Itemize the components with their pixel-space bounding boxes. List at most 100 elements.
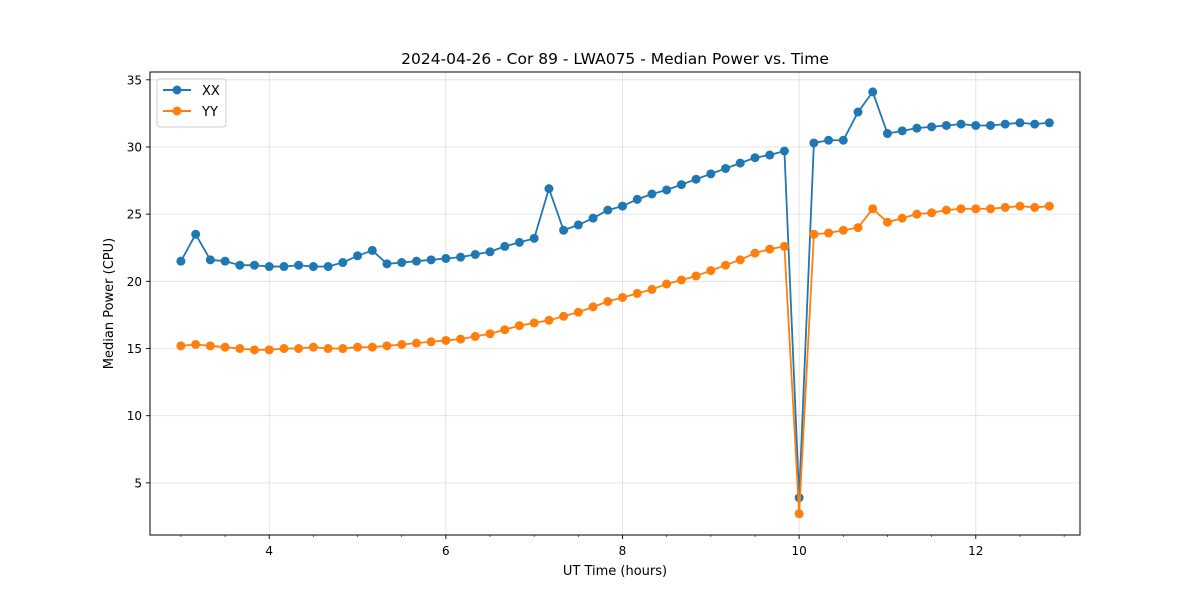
data-point-xx [1000, 119, 1010, 129]
data-point-xx [809, 138, 819, 148]
data-point-yy [927, 208, 937, 218]
data-point-xx [618, 201, 628, 211]
y-tick-label: 20 [127, 275, 142, 289]
data-point-yy [750, 248, 760, 258]
data-point-xx [573, 220, 583, 230]
data-point-yy [573, 307, 583, 317]
data-point-xx [308, 262, 318, 272]
data-point-xx [220, 256, 230, 266]
data-point-yy [721, 260, 731, 270]
y-axis-label: Median Power (CPU) [102, 238, 117, 369]
data-point-yy [868, 204, 878, 214]
data-point-yy [632, 288, 642, 298]
data-point-xx [353, 251, 363, 261]
data-point-yy [500, 325, 510, 335]
data-point-yy [205, 341, 215, 351]
data-point-yy [308, 342, 318, 352]
data-point-xx [676, 180, 686, 190]
data-point-xx [294, 260, 304, 270]
y-tick-label: 25 [127, 208, 142, 222]
y-tick-label: 5 [134, 476, 142, 490]
legend-label-yy: YY [201, 105, 218, 120]
data-point-yy [912, 209, 922, 219]
data-point-xx [897, 126, 907, 136]
data-point-xx [411, 256, 421, 266]
data-point-xx [500, 241, 510, 251]
data-point-yy [470, 331, 480, 341]
data-point-xx [382, 259, 392, 269]
x-tick-label: 10 [792, 544, 807, 558]
data-point-yy [662, 279, 672, 289]
data-point-yy [647, 284, 657, 294]
data-point-xx [941, 120, 951, 130]
data-point-xx [721, 163, 731, 173]
series [176, 87, 1054, 519]
data-point-yy [294, 344, 304, 354]
y-tick-label: 15 [127, 342, 142, 356]
data-point-yy [397, 339, 407, 349]
x-tick-label: 6 [442, 544, 450, 558]
data-point-yy [882, 217, 892, 227]
data-point-xx [927, 122, 937, 132]
data-point-yy [249, 345, 259, 355]
data-point-yy [588, 302, 598, 312]
data-point-xx [367, 245, 377, 255]
plot-frame [149, 71, 1081, 536]
data-point-xx [765, 150, 775, 160]
data-point-xx [647, 189, 657, 199]
data-point-xx [750, 153, 760, 163]
y-tick-label: 30 [127, 140, 142, 154]
data-point-xx [706, 169, 716, 179]
data-point-xx [235, 260, 245, 270]
data-point-yy [220, 342, 230, 352]
data-point-xx [529, 233, 539, 243]
data-point-yy [824, 228, 834, 238]
data-point-yy [1000, 202, 1010, 212]
x-tick-label: 12 [968, 544, 983, 558]
y-tick-label: 10 [127, 409, 142, 423]
x-tick-label: 4 [265, 544, 273, 558]
data-point-xx [868, 87, 878, 97]
data-point-yy [367, 342, 377, 352]
legend-marker-yy [172, 106, 182, 116]
axis-ticks: 4 6 8 10 12 5 10 15 20 25 30 35 [127, 73, 1065, 558]
chart-title: 2024-04-26 - Cor 89 - LWA075 - Median Po… [401, 50, 829, 68]
data-point-xx [323, 262, 333, 272]
data-point-xx [426, 255, 436, 265]
y-tick-label: 35 [127, 73, 142, 87]
data-point-xx [485, 247, 495, 257]
data-point-xx [971, 120, 981, 130]
data-point-yy [235, 344, 245, 354]
data-point-xx [338, 258, 348, 268]
data-point-xx [986, 120, 996, 130]
data-point-xx [470, 249, 480, 259]
data-point-xx [1044, 118, 1054, 128]
data-point-xx [838, 135, 848, 145]
data-point-xx [912, 123, 922, 133]
data-point-yy [353, 342, 363, 352]
data-point-yy [514, 321, 524, 331]
data-point-yy [956, 204, 966, 214]
data-point-yy [765, 244, 775, 254]
data-point-xx [544, 184, 554, 194]
data-point-yy [456, 334, 466, 344]
x-axis-label: UT Time (hours) [563, 564, 667, 579]
data-point-xx [1030, 119, 1040, 129]
data-point-yy [986, 204, 996, 214]
data-point-xx [264, 262, 274, 272]
data-point-xx [588, 213, 598, 223]
data-point-yy [779, 241, 789, 251]
data-point-yy [529, 318, 539, 328]
data-point-yy [382, 341, 392, 351]
data-point-yy [426, 337, 436, 347]
legend-marker-xx [172, 85, 182, 95]
data-point-yy [441, 335, 451, 345]
data-point-yy [691, 271, 701, 281]
legend-label-xx: XX [202, 84, 220, 99]
x-tick-label: 8 [619, 544, 627, 558]
data-point-xx [176, 256, 186, 266]
data-point-yy [279, 344, 289, 354]
data-point-xx [559, 225, 569, 235]
data-point-yy [853, 223, 863, 233]
data-point-yy [264, 345, 274, 355]
